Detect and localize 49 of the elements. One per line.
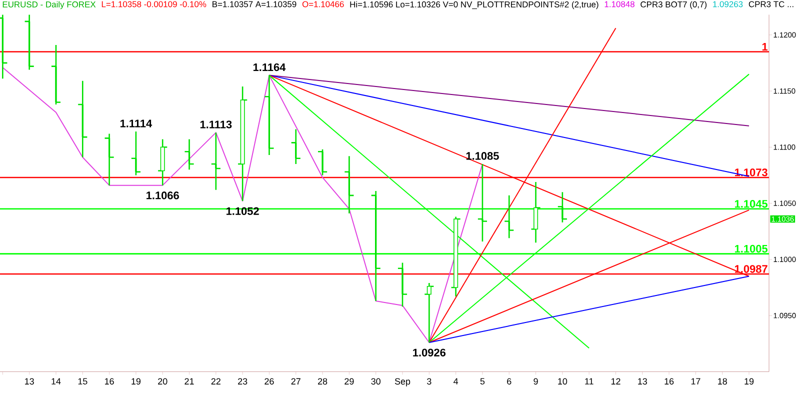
x-tick-label: 27 [291,378,300,384]
x-tick-label: 13 [25,378,34,385]
x-tick-label: 16 [664,378,674,385]
text: CPR3 TC ... [748,1,794,8]
x-tick-label: Sep [394,378,410,386]
x-tick-label: 19 [132,378,141,385]
x-tick-label: 20 [158,378,168,385]
text: Hi=1.10596 Lo=1.10326 V=0 NV_PLOTTRENDPOINTS#2 (2,true) [350,1,598,10]
x-tick-label: 12 [611,378,620,384]
x-tick-label: 30 [371,378,380,385]
annotation: 1.1164 [253,63,286,72]
x-tick-label: 4 [454,378,458,384]
ref-line-label: 1 [762,43,768,51]
annotation: 1.0926 [413,348,446,356]
x-tick-label: 9 [534,378,538,385]
ref-line-label: 1.1005 [734,244,768,253]
x-tick-label: 14 [52,378,61,384]
text: EURUSD - Daily FOREX [2,1,96,10]
x-tick-label: 10 [558,378,568,385]
ref-line-label: 1.1073 [734,168,768,176]
x-tick-label: 22 [211,378,220,384]
ref-line-label: 1.0987 [734,265,768,273]
x-tick-label: 26 [264,378,274,385]
x-tick-label: 19 [744,378,754,385]
x-tick-label: 6 [507,378,512,385]
annotation: 1.1066 [146,192,179,200]
text: B=1.10357 A=1.10359 [212,1,296,8]
ref-line-label: 1.1045 [734,200,768,208]
annotation: 1.1113 [200,120,232,128]
x-tick-label: 18 [718,378,727,385]
x-tick-label: 21 [184,378,194,384]
x-tick-label: 3 [427,378,432,385]
annotation: 1.1114 [120,120,152,128]
x-tick-label: 5 [480,378,485,384]
x-tick-label: 23 [238,378,248,385]
x-tick-label: 28 [318,378,328,385]
annotation: 1.1052 [226,207,259,216]
text: 1.10848 [604,1,634,8]
x-tick-label: 13 [638,378,647,385]
x-tick-label: 17 [691,378,700,384]
x-tick-label: 15 [78,378,88,384]
x-tick-label: 16 [104,378,114,385]
text: O=1.10466 [302,1,344,8]
x-tick-label: 29 [344,378,354,385]
text: L=1.10358 -0.00109 -0.10% [102,1,206,8]
x-tick-label: 11 [585,378,594,384]
annotation: 1.1085 [466,152,499,160]
text: 1.09263 [713,1,743,8]
text: CPR3 BOT7 (0,7) [640,1,707,10]
